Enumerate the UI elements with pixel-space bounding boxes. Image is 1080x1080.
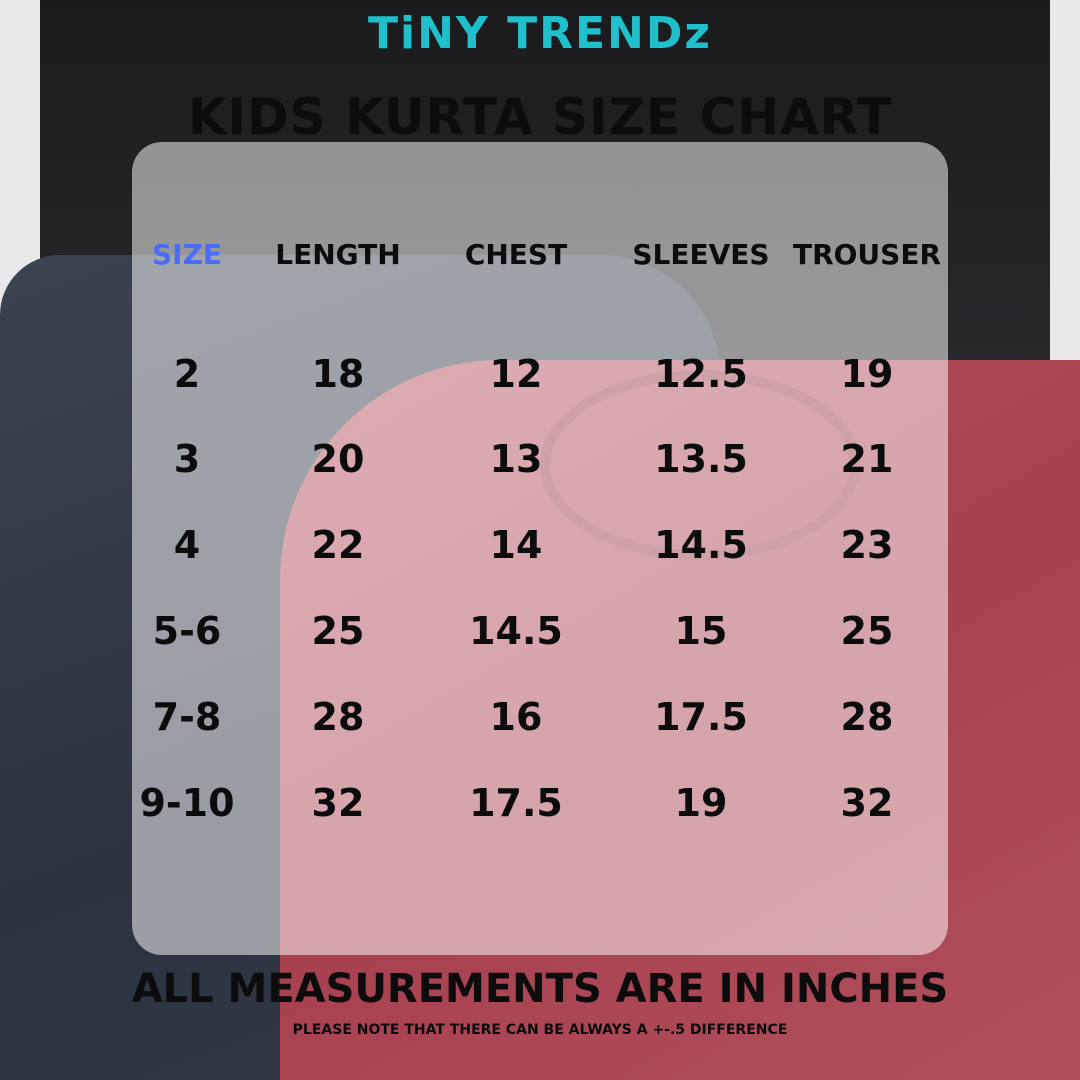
table-cell-sleeves: 13.5 [654,437,748,481]
table-cell-trouser: 25 [840,609,894,653]
table-cell-chest: 14.5 [469,609,563,653]
column-header-size: SIZE [151,238,222,271]
column-header-length: LENGTH [275,238,401,271]
table-cell-sleeves: 19 [674,781,728,825]
table-cell-chest: 17.5 [469,781,563,825]
table-cell-sleeves: 12.5 [654,352,748,396]
column-header-trouser: TROUSER [792,238,942,271]
measurement-note: ALL MEASUREMENTS ARE IN INCHES [131,966,949,1012]
page-title: KIDS KURTA SIZE CHART [187,88,893,146]
table-cell-length: 20 [311,437,365,481]
table-cell-size: 3 [173,437,201,481]
table-cell-chest: 13 [489,437,543,481]
table-cell-length: 32 [311,781,365,825]
table-cell-size: 2 [173,352,201,396]
table-cell-length: 28 [311,695,365,739]
table-cell-length: 22 [311,523,365,567]
column-header-sleeves: SLEEVES [632,238,770,271]
table-cell-trouser: 28 [840,695,894,739]
table-cell-sleeves: 17.5 [654,695,748,739]
table-cell-size: 9-10 [139,781,235,825]
table-cell-size: 5-6 [152,609,222,653]
difference-disclaimer: PLEASE NOTE THAT THERE CAN BE ALWAYS A +… [292,1022,788,1038]
table-cell-length: 18 [311,352,365,396]
table-cell-trouser: 21 [840,437,894,481]
size-table-panel [132,142,948,955]
table-cell-trouser: 32 [840,781,894,825]
table-cell-sleeves: 15 [674,609,728,653]
table-cell-chest: 14 [489,523,543,567]
table-cell-chest: 12 [489,352,543,396]
table-cell-length: 25 [311,609,365,653]
brand-logo: TiNY TRENDz [367,8,712,59]
table-cell-sleeves: 14.5 [654,523,748,567]
table-cell-trouser: 23 [840,523,894,567]
table-cell-chest: 16 [489,695,543,739]
table-cell-size: 4 [173,523,201,567]
table-cell-size: 7-8 [152,695,222,739]
column-header-chest: CHEST [464,238,568,271]
table-cell-trouser: 19 [840,352,894,396]
